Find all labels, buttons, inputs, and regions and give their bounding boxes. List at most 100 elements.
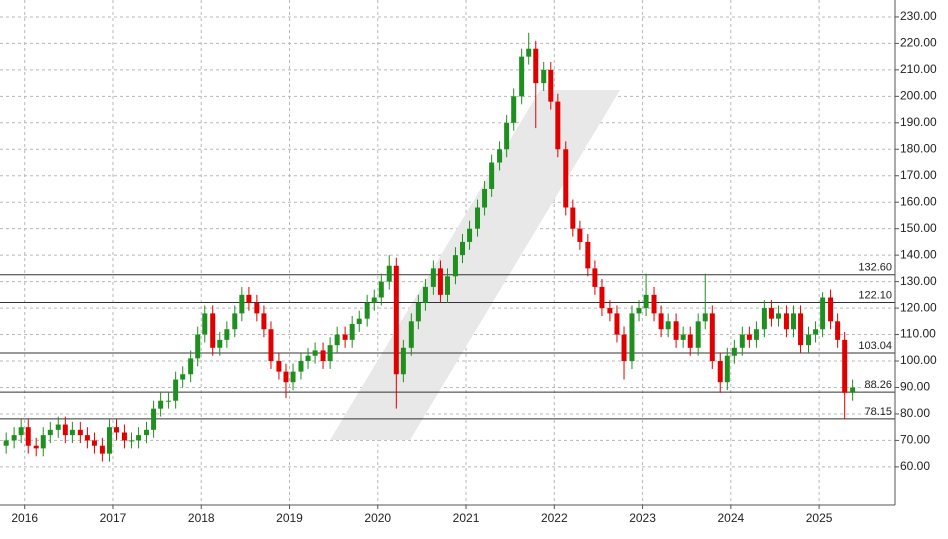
y-tick-label: 90.00 [900,380,930,394]
candle-body [739,334,745,348]
candle-body [850,387,856,393]
y-tick-label: 170.00 [900,168,937,182]
candle-body [695,321,701,348]
candle-body [753,329,759,340]
candle-body [482,188,488,208]
y-tick-label: 160.00 [900,194,937,208]
candle-body [746,334,752,340]
candle-body [400,347,406,375]
x-tick-label: 2017 [100,511,127,525]
y-tick-label: 130.00 [900,274,937,288]
candle-body [408,321,414,348]
candle-body [84,435,90,441]
candle-body [415,302,421,322]
candle-body [467,228,473,242]
candle-body [828,297,834,322]
candle-body [99,445,105,454]
candle-body [91,440,97,446]
candle-body [69,429,75,436]
candle-body [114,427,120,433]
candle-body [180,374,186,380]
candle-body [312,350,318,356]
candle-body [261,313,267,330]
candle-body [592,268,598,287]
candle-body [3,440,9,446]
candle-body [614,313,620,335]
candle-body [504,122,510,150]
candle-body [673,321,679,340]
x-tick-label: 2023 [629,511,656,525]
candle-body [430,268,436,287]
y-tick-label: 80.00 [900,406,930,420]
candles [3,32,856,462]
candle-body [320,350,326,362]
candle-body [356,318,362,324]
candle-body [768,308,774,319]
reference-label: 132.60 [858,262,892,274]
candle-body [18,427,24,436]
candle-body [144,429,150,436]
candle-body [585,241,591,269]
candle-body [599,286,605,309]
candle-body [290,371,296,383]
y-tick-label: 60.00 [900,459,930,473]
candle-body [761,308,767,330]
candle-body [283,371,289,383]
candle-body [555,101,561,150]
candle-body [40,435,46,449]
candle-body [239,294,245,314]
candle-body [55,424,61,430]
y-tick-label: 70.00 [900,433,930,447]
reference-label: 122.10 [858,289,892,301]
x-tick-label: 2025 [806,511,833,525]
candle-body [541,69,547,84]
candle-body [349,323,355,340]
candle-body [371,297,377,303]
candle-body [327,345,333,362]
candle-body [629,313,635,362]
candle-body [246,294,252,303]
candle-body [342,334,348,340]
y-tick-label: 190.00 [900,115,937,129]
candle-body [548,69,554,102]
candle-body [489,162,495,189]
candle-body [607,308,613,314]
candle-body [77,429,83,436]
candle-body [621,334,627,362]
candle-body [680,334,686,340]
candle-body [195,334,201,359]
candle-body [188,358,194,375]
x-tick-label: 2016 [11,511,38,525]
candle-body [121,432,127,441]
candle-body [393,265,399,375]
candle-body [651,294,657,314]
x-tick-label: 2024 [717,511,744,525]
candle-body [820,297,826,330]
x-tick-label: 2022 [541,511,568,525]
y-tick-label: 180.00 [900,141,937,155]
y-tick-label: 220.00 [900,36,937,50]
candle-body [570,207,576,229]
candle-body [268,329,274,362]
candle-body [687,334,693,348]
candle-body [806,334,812,346]
candle-body [636,308,642,314]
candle-body [783,313,789,330]
candle-body [702,313,708,322]
candle-body [210,313,216,348]
candle-body [224,329,230,340]
candle-body [33,445,39,449]
candle-body [533,48,539,84]
x-tick-label: 2018 [188,511,215,525]
candle-body [422,286,428,303]
candle-body [202,313,208,335]
candle-body [305,355,311,362]
y-tick-label: 150.00 [900,221,937,235]
candle-body [151,408,157,430]
axis-labels: 60.00 70.00 80.00 90.00 100.00 110.00 120.00 13… [11,9,937,525]
reference-label: 88.26 [864,379,892,391]
candle-body [298,361,304,372]
candle-body [731,347,737,356]
y-tick-label: 120.00 [900,300,937,314]
